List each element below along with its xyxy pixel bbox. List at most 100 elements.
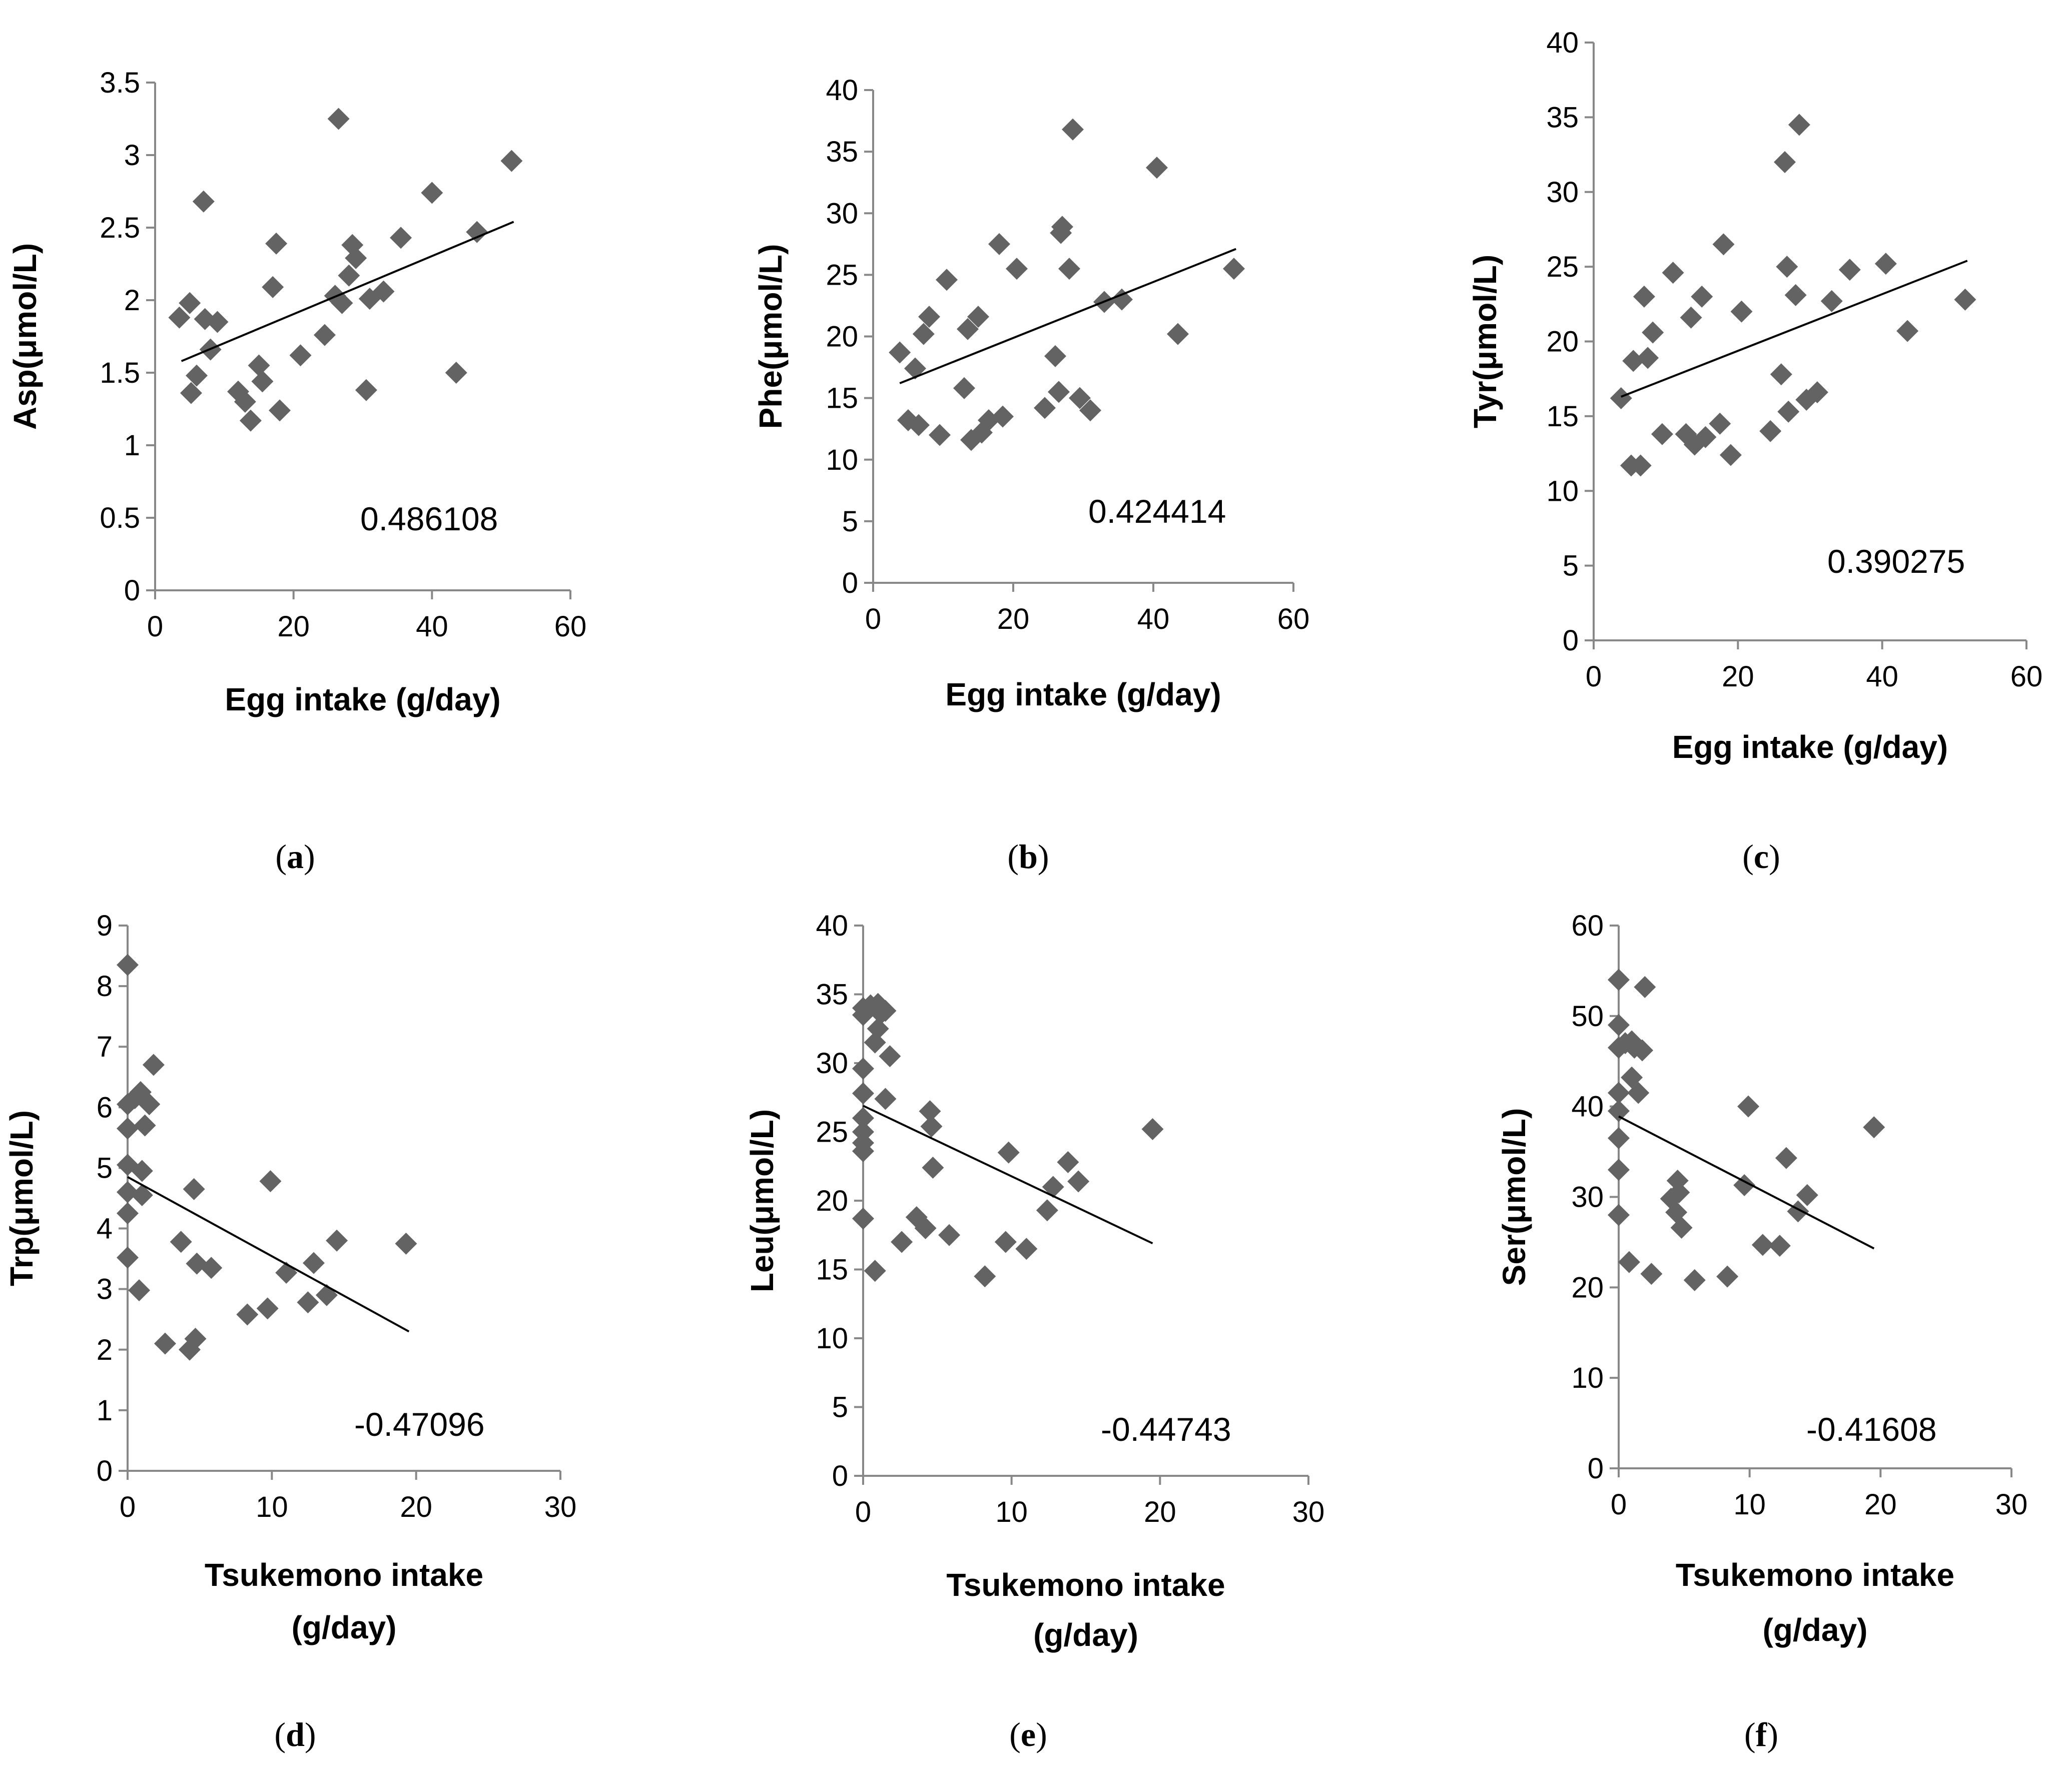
data-point (957, 318, 979, 340)
data-point (1776, 256, 1798, 278)
y-tick-label: 30 (816, 1047, 848, 1080)
data-point (390, 227, 412, 249)
data-point (251, 370, 274, 393)
y-tick-label: 0 (842, 567, 858, 599)
data-point (338, 264, 360, 287)
x-axis-title: Egg intake (g/day) (1672, 729, 1948, 765)
x-tick-label: 0 (865, 603, 881, 635)
data-point (988, 233, 1010, 255)
y-tick-label: 20 (816, 1185, 848, 1217)
data-point (297, 1291, 319, 1314)
trendline (899, 248, 1236, 384)
data-point (117, 1246, 139, 1269)
y-tick-label: 10 (1571, 1362, 1604, 1394)
data-point (154, 1332, 176, 1355)
y-tick-label: 30 (826, 197, 858, 230)
data-point (852, 1058, 874, 1080)
y-tick-label: 35 (1546, 101, 1579, 134)
x-tick-label: 20 (1864, 1488, 1897, 1521)
y-axis-title: Trp(μmol/L) (4, 1110, 40, 1286)
chart-panel-f: 0 10 20 30 40 50 60 0 10 20 30 -0.41608 Ser(μmol/L) T… (1496, 910, 2027, 1753)
data-point (131, 1160, 153, 1182)
y-tick-label: 6 (97, 1091, 113, 1124)
data-point (1223, 258, 1245, 280)
chart-panel-e: 0 5 10 15 20 25 30 35 40 0 10 20 30 -0.44743 Leu(μmol/… (744, 910, 1324, 1753)
data-point (421, 182, 443, 204)
y-tick-label: 35 (816, 979, 848, 1011)
data-point (466, 221, 488, 243)
data-point (1079, 399, 1101, 422)
data-point (997, 1141, 1020, 1164)
y-tick-label: 5 (97, 1152, 113, 1184)
x-axis-title: Egg intake (g/day) (945, 676, 1221, 712)
data-point (1629, 454, 1652, 477)
data-point (262, 276, 284, 298)
data-point (186, 364, 208, 387)
data-point (445, 362, 467, 384)
trendline (1618, 1115, 1875, 1250)
data-point (179, 292, 201, 314)
data-point (248, 354, 270, 377)
x-tick-label: 20 (277, 610, 310, 643)
x-tick-label: 0 (147, 610, 163, 643)
y-tick-label: 2 (97, 1334, 113, 1366)
data-point (1034, 397, 1056, 419)
data-point (994, 1231, 1017, 1253)
chart-panel-b: 0 5 10 15 20 25 30 35 40 0 20 40 60 0.424414 Phe(μmol/… (753, 74, 1309, 875)
data-point (395, 1232, 417, 1255)
panel-label: (e) (1009, 1715, 1047, 1753)
y-tick-label: 15 (1546, 400, 1579, 433)
data-point (1608, 1082, 1630, 1104)
data-point (929, 424, 951, 446)
y-tick-label: 3.5 (100, 67, 140, 99)
data-point (1608, 1204, 1630, 1226)
data-point (1863, 1116, 1885, 1139)
data-point (259, 1170, 282, 1193)
data-point (1730, 300, 1753, 323)
data-point (974, 1265, 996, 1288)
data-point (117, 1117, 139, 1140)
y-tick-label: 0 (1588, 1452, 1604, 1485)
data-point (852, 1107, 874, 1129)
data-point (1610, 387, 1632, 410)
chart-panel-d: 0 1 2 3 4 5 6 7 8 9 0 10 20 30 -0.47096 Trp(μmol/L) Tsuk… (4, 910, 576, 1753)
data-point (1788, 114, 1810, 136)
x-tick-label: 10 (995, 1496, 1028, 1528)
data-point (1111, 288, 1133, 311)
data-point (1770, 363, 1792, 386)
y-tick-label: 1 (97, 1394, 113, 1427)
data-point (1167, 323, 1189, 345)
x-tick-label: 0 (1611, 1488, 1627, 1521)
x-tick-label: 10 (256, 1491, 288, 1523)
x-tick-label: 30 (1995, 1488, 2028, 1521)
data-point (1775, 1147, 1797, 1169)
data-point (269, 399, 291, 422)
y-tick-label: 0 (1563, 624, 1579, 657)
data-point (1627, 1082, 1650, 1104)
data-point (355, 379, 377, 401)
x-axis-title-line2: (g/day) (1763, 1612, 1868, 1648)
data-point (1608, 1014, 1630, 1036)
y-tick-label: 2.5 (100, 212, 140, 244)
y-tick-label: 5 (1563, 550, 1579, 582)
y-tick-label: 7 (97, 1031, 113, 1063)
x-tick-label: 20 (1144, 1496, 1176, 1528)
data-point (1067, 1170, 1090, 1193)
data-point (1608, 1127, 1630, 1149)
data-point (345, 247, 367, 269)
data-point (852, 1140, 874, 1162)
y-axis-title: Asp(μmol/L) (7, 243, 43, 430)
data-point (867, 1018, 889, 1040)
data-point (1141, 1118, 1164, 1140)
data-point (128, 1279, 151, 1302)
data-point (234, 391, 256, 413)
y-tick-label: 25 (1546, 251, 1579, 283)
data-point (891, 1231, 913, 1253)
x-tick-label: 40 (1866, 660, 1898, 693)
data-point (1631, 1039, 1654, 1062)
data-point (1784, 284, 1807, 306)
y-axis-title: Phe(μmol/L) (753, 244, 789, 429)
data-point (500, 150, 523, 172)
data-point (138, 1093, 161, 1116)
data-point (1796, 1184, 1818, 1206)
